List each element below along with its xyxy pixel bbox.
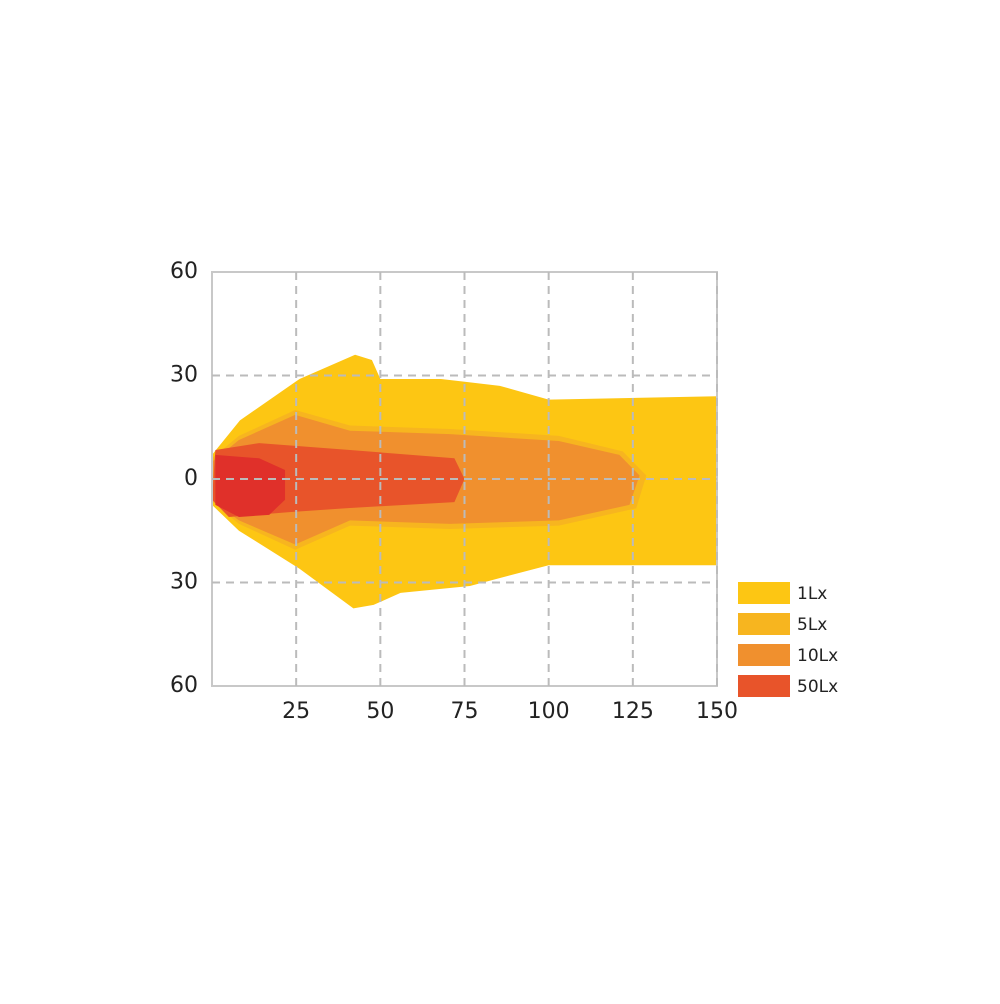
legend-label: 1Lx (797, 584, 827, 604)
beam-zone (215, 454, 286, 517)
x-tick-label: 75 (451, 699, 479, 724)
y-tick-label: 30 (170, 363, 198, 388)
x-tick-label: 150 (696, 699, 738, 724)
y-tick-label: 0 (184, 466, 198, 491)
legend-swatch (738, 582, 790, 604)
y-tick-label: 60 (170, 673, 198, 698)
legend-swatch (738, 675, 790, 697)
y-tick-label: 60 (170, 259, 198, 284)
x-tick-label: 100 (528, 699, 570, 724)
y-tick-label: 30 (170, 570, 198, 595)
legend-label: 10Lx (797, 646, 838, 666)
legend-swatch (738, 613, 790, 635)
legend-swatch (738, 644, 790, 666)
legend-label: 5Lx (797, 615, 827, 635)
x-tick-label: 50 (366, 699, 394, 724)
x-tick-label: 25 (282, 699, 310, 724)
x-tick-label: 125 (612, 699, 654, 724)
legend-label: 50Lx (797, 677, 838, 697)
